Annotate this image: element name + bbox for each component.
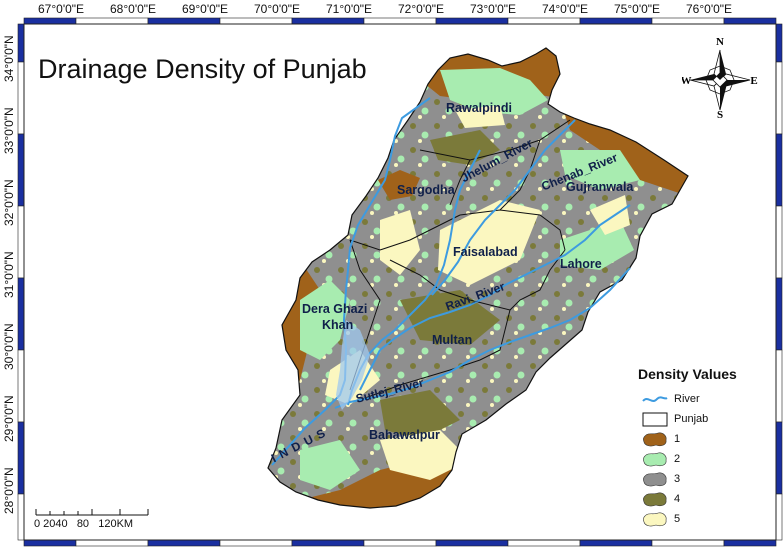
punjab-boundary xyxy=(267,47,689,509)
density-zone-5-bahawalpur xyxy=(380,430,470,480)
scale-bar-labels: 0 2040 80 120KM xyxy=(34,518,134,530)
latitude-tick-label: 28°0'0"N xyxy=(2,467,16,514)
density-zone-4-central xyxy=(400,290,500,345)
legend-title: Density Values xyxy=(638,366,737,382)
legend-label-density-class: 4 xyxy=(674,493,681,505)
legend-item-river: River xyxy=(638,390,768,410)
legend-item-density-class: 4 xyxy=(638,490,768,510)
legend-label-punjab: Punjab xyxy=(674,413,709,425)
latitude-tick-label: 29°0'0"N xyxy=(2,395,16,442)
density-swatch-icon xyxy=(643,432,667,447)
river-line-icon xyxy=(642,396,668,402)
latitude-tick-label: 32°0'0"N xyxy=(2,179,16,226)
north-arrow-icon: N S E W xyxy=(682,36,758,120)
compass-e: E xyxy=(750,75,757,87)
density-zone-2-rawalpindi xyxy=(440,68,548,115)
division-label-sargodha: Sargodha xyxy=(397,183,455,197)
legend-item-punjab: Punjab xyxy=(638,410,768,430)
compass-w: W xyxy=(682,75,692,87)
density-zone-2-dgk xyxy=(300,280,350,360)
scale-bar xyxy=(35,509,149,516)
longitude-tick-label: 72°0'0"E xyxy=(398,2,445,16)
longitude-tick-label: 67°0'0"E xyxy=(38,2,85,16)
longitude-tick-label: 69°0'0"E xyxy=(182,2,229,16)
density-zone-5-thal xyxy=(380,210,420,275)
legend-item-density-class: 3 xyxy=(638,470,768,490)
latitude-tick-label: 34°0'0"N xyxy=(2,35,16,82)
division-label-faisalabad: Faisalabad xyxy=(453,245,518,259)
legend-label-density-class: 5 xyxy=(674,513,681,525)
division-label-rawalpindi: Rawalpindi xyxy=(446,101,512,115)
division-label-multan: Multan xyxy=(432,333,473,347)
division-label-lahore: Lahore xyxy=(560,257,602,271)
river-network xyxy=(271,97,631,466)
density-zone-4-south xyxy=(380,390,460,440)
latitude-tick-label: 31°0'0"N xyxy=(2,251,16,298)
division-label-dera-ghazi: Dera Ghazi xyxy=(302,302,368,316)
latitude-tick-label: 33°0'0"N xyxy=(2,107,16,154)
longitude-tick-label: 68°0'0"E xyxy=(110,2,157,16)
boundary-box-icon xyxy=(642,412,668,427)
legend-label-river: River xyxy=(674,393,700,405)
indus-channel xyxy=(336,320,370,410)
density-swatch-icon xyxy=(643,492,667,507)
legend-item-density-class: 2 xyxy=(638,450,768,470)
density-swatch-icon xyxy=(643,512,667,527)
compass-n: N xyxy=(716,36,724,48)
map-title: Drainage Density of Punjab xyxy=(38,54,367,84)
division-label-gujranwala: Gujranwala xyxy=(566,180,634,194)
legend-item-density-class: 1 xyxy=(638,430,768,450)
compass-s: S xyxy=(717,109,723,120)
latitude-tick-label: 30°0'0"N xyxy=(2,323,16,370)
density-zone-1-sargodha xyxy=(378,170,420,200)
density-zone-5-rawalpindi xyxy=(455,105,505,128)
longitude-tick-label: 75°0'0"E xyxy=(614,2,661,16)
longitude-tick-label: 74°0'0"E xyxy=(542,2,589,16)
legend-label-density-class: 2 xyxy=(674,453,681,465)
density-zone-5-faisalabad xyxy=(438,200,540,285)
legend: Density Values River Punjab 1 2 3 4 5 xyxy=(638,366,768,530)
density-swatch-icon xyxy=(643,472,667,487)
legend-label-density-class: 3 xyxy=(674,473,681,485)
density-zone-2-gujranwala xyxy=(560,150,640,190)
density-zone-2-bahawalpur xyxy=(300,440,360,490)
division-label-bahawalpur: Bahawalpur xyxy=(369,428,440,442)
division-label-khan: Khan xyxy=(322,318,354,332)
density-zone-4-north xyxy=(430,130,500,165)
density-zone-2-lahore xyxy=(560,220,634,270)
longitude-tick-label: 73°0'0"E xyxy=(470,2,517,16)
legend-label-density-class: 1 xyxy=(674,433,681,445)
longitude-tick-label: 76°0'0"E xyxy=(686,2,733,16)
longitude-tick-label: 70°0'0"E xyxy=(254,2,301,16)
longitude-tick-label: 71°0'0"E xyxy=(326,2,373,16)
legend-item-density-class: 5 xyxy=(638,510,768,530)
density-swatch-icon xyxy=(643,452,667,467)
